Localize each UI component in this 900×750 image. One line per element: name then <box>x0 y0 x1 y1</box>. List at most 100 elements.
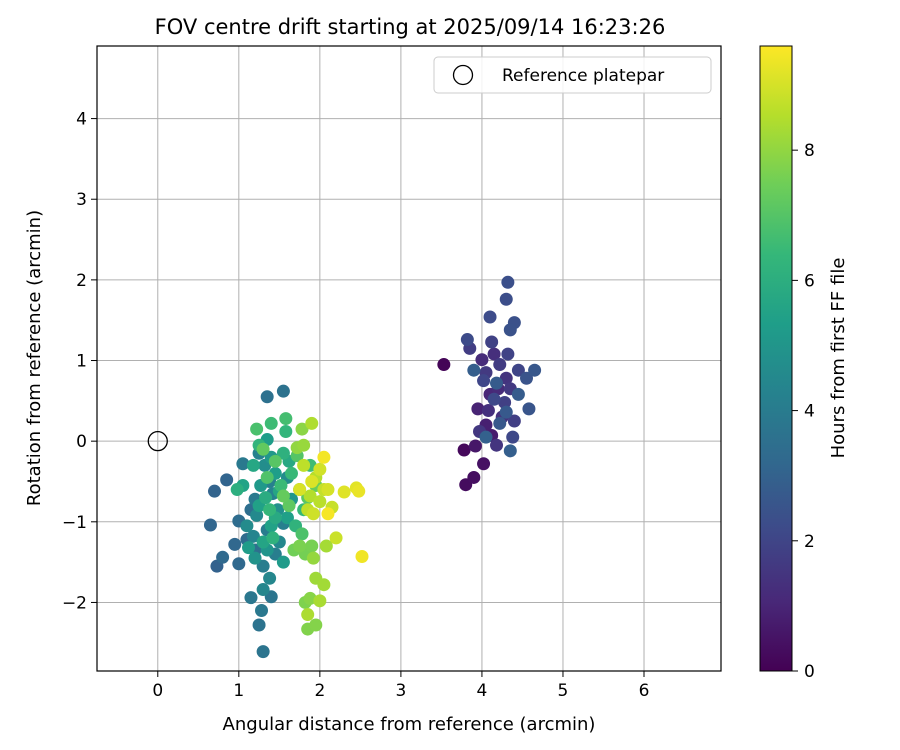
data-point <box>487 392 501 406</box>
data-point <box>499 371 513 385</box>
x-tick-label: 4 <box>477 681 488 701</box>
legend-marker-reference <box>452 64 474 86</box>
y-tick-label: 2 <box>76 271 87 291</box>
data-point <box>313 462 327 476</box>
data-point <box>468 439 482 453</box>
data-point <box>246 529 260 543</box>
data-point <box>306 507 320 521</box>
data-point <box>301 608 315 622</box>
data-point <box>337 485 351 499</box>
data-point <box>305 474 319 488</box>
data-point <box>230 483 244 497</box>
data-point <box>471 402 485 416</box>
data-point <box>437 358 451 372</box>
data-point <box>481 404 495 418</box>
data-point <box>268 454 282 468</box>
colorbar-ticks: 0 2 4 6 8 <box>792 141 815 682</box>
data-point <box>501 347 515 361</box>
data-point <box>295 422 309 436</box>
data-point <box>520 371 534 385</box>
data-point <box>313 495 327 509</box>
data-point <box>256 645 270 659</box>
legend-entry-reference: Reference platepar <box>502 66 664 86</box>
data-point <box>475 353 489 367</box>
x-axis-label: Angular distance from reference (arcmin) <box>223 714 596 735</box>
data-point <box>248 551 262 565</box>
colorbar-tick-label: 8 <box>804 141 815 161</box>
y-tick-label: 0 <box>76 432 87 452</box>
data-point <box>511 387 525 401</box>
data-point <box>467 470 481 484</box>
data-point <box>483 310 497 324</box>
data-point <box>522 402 536 416</box>
data-point <box>321 483 335 497</box>
data-point <box>485 335 499 349</box>
data-point <box>499 405 513 419</box>
y-tick-label: 4 <box>76 110 87 130</box>
data-point <box>319 539 333 553</box>
data-point <box>305 416 319 430</box>
data-point <box>507 414 521 428</box>
data-point <box>493 416 507 430</box>
data-point <box>303 591 317 605</box>
reference-platepar-marker <box>147 431 168 452</box>
y-tick-label: −1 <box>62 513 87 533</box>
data-point <box>280 511 294 525</box>
data-point <box>256 583 270 597</box>
y-axis-label: Rotation from reference (arcmin) <box>24 210 45 506</box>
data-point <box>313 594 327 608</box>
colorbar-tick-label: 2 <box>804 532 815 552</box>
y-tick-label: −2 <box>62 593 87 613</box>
legend-box <box>433 56 712 94</box>
data-point <box>260 390 274 404</box>
x-axis-ticks: 0 1 2 3 4 5 6 <box>152 671 649 701</box>
x-tick-label: 6 <box>639 681 650 701</box>
data-point <box>317 578 331 592</box>
data-point <box>256 535 270 549</box>
data-point <box>232 557 246 571</box>
data-point <box>220 473 234 487</box>
data-point <box>244 591 258 605</box>
plot-frame <box>96 45 722 672</box>
reference-layer <box>147 431 168 452</box>
data-point <box>305 539 319 553</box>
data-point <box>493 358 507 372</box>
colorbar <box>759 45 793 672</box>
data-point <box>499 292 513 306</box>
data-point <box>477 457 491 471</box>
data-point <box>260 470 274 484</box>
data-point <box>321 507 335 521</box>
data-point <box>236 457 250 471</box>
data-point <box>309 618 323 632</box>
data-point <box>479 430 493 444</box>
data-point <box>490 438 504 452</box>
data-point <box>355 549 369 563</box>
x-tick-label: 0 <box>152 681 163 701</box>
data-point <box>297 458 311 472</box>
data-point <box>487 347 501 361</box>
data-point <box>467 363 481 377</box>
grid <box>97 46 721 671</box>
data-point <box>297 438 311 452</box>
x-tick-label: 1 <box>233 681 244 701</box>
data-point <box>276 489 290 503</box>
data-point <box>303 489 317 503</box>
y-tick-label: 3 <box>76 190 87 210</box>
data-point <box>276 555 290 569</box>
data-point <box>208 484 222 498</box>
chart-title: FOV centre drift starting at 2025/09/14 … <box>155 15 666 39</box>
data-point <box>242 541 256 555</box>
data-point <box>259 491 273 505</box>
colorbar-tick-label: 4 <box>804 402 815 422</box>
data-point <box>216 550 230 564</box>
legend: Reference platepar <box>433 56 712 94</box>
data-point <box>263 571 277 585</box>
data-point <box>511 363 525 377</box>
data-point <box>279 424 293 438</box>
data-point <box>460 333 474 347</box>
data-point <box>498 395 512 409</box>
data-point <box>477 374 491 388</box>
data-point <box>276 446 290 460</box>
data-point <box>490 376 504 390</box>
